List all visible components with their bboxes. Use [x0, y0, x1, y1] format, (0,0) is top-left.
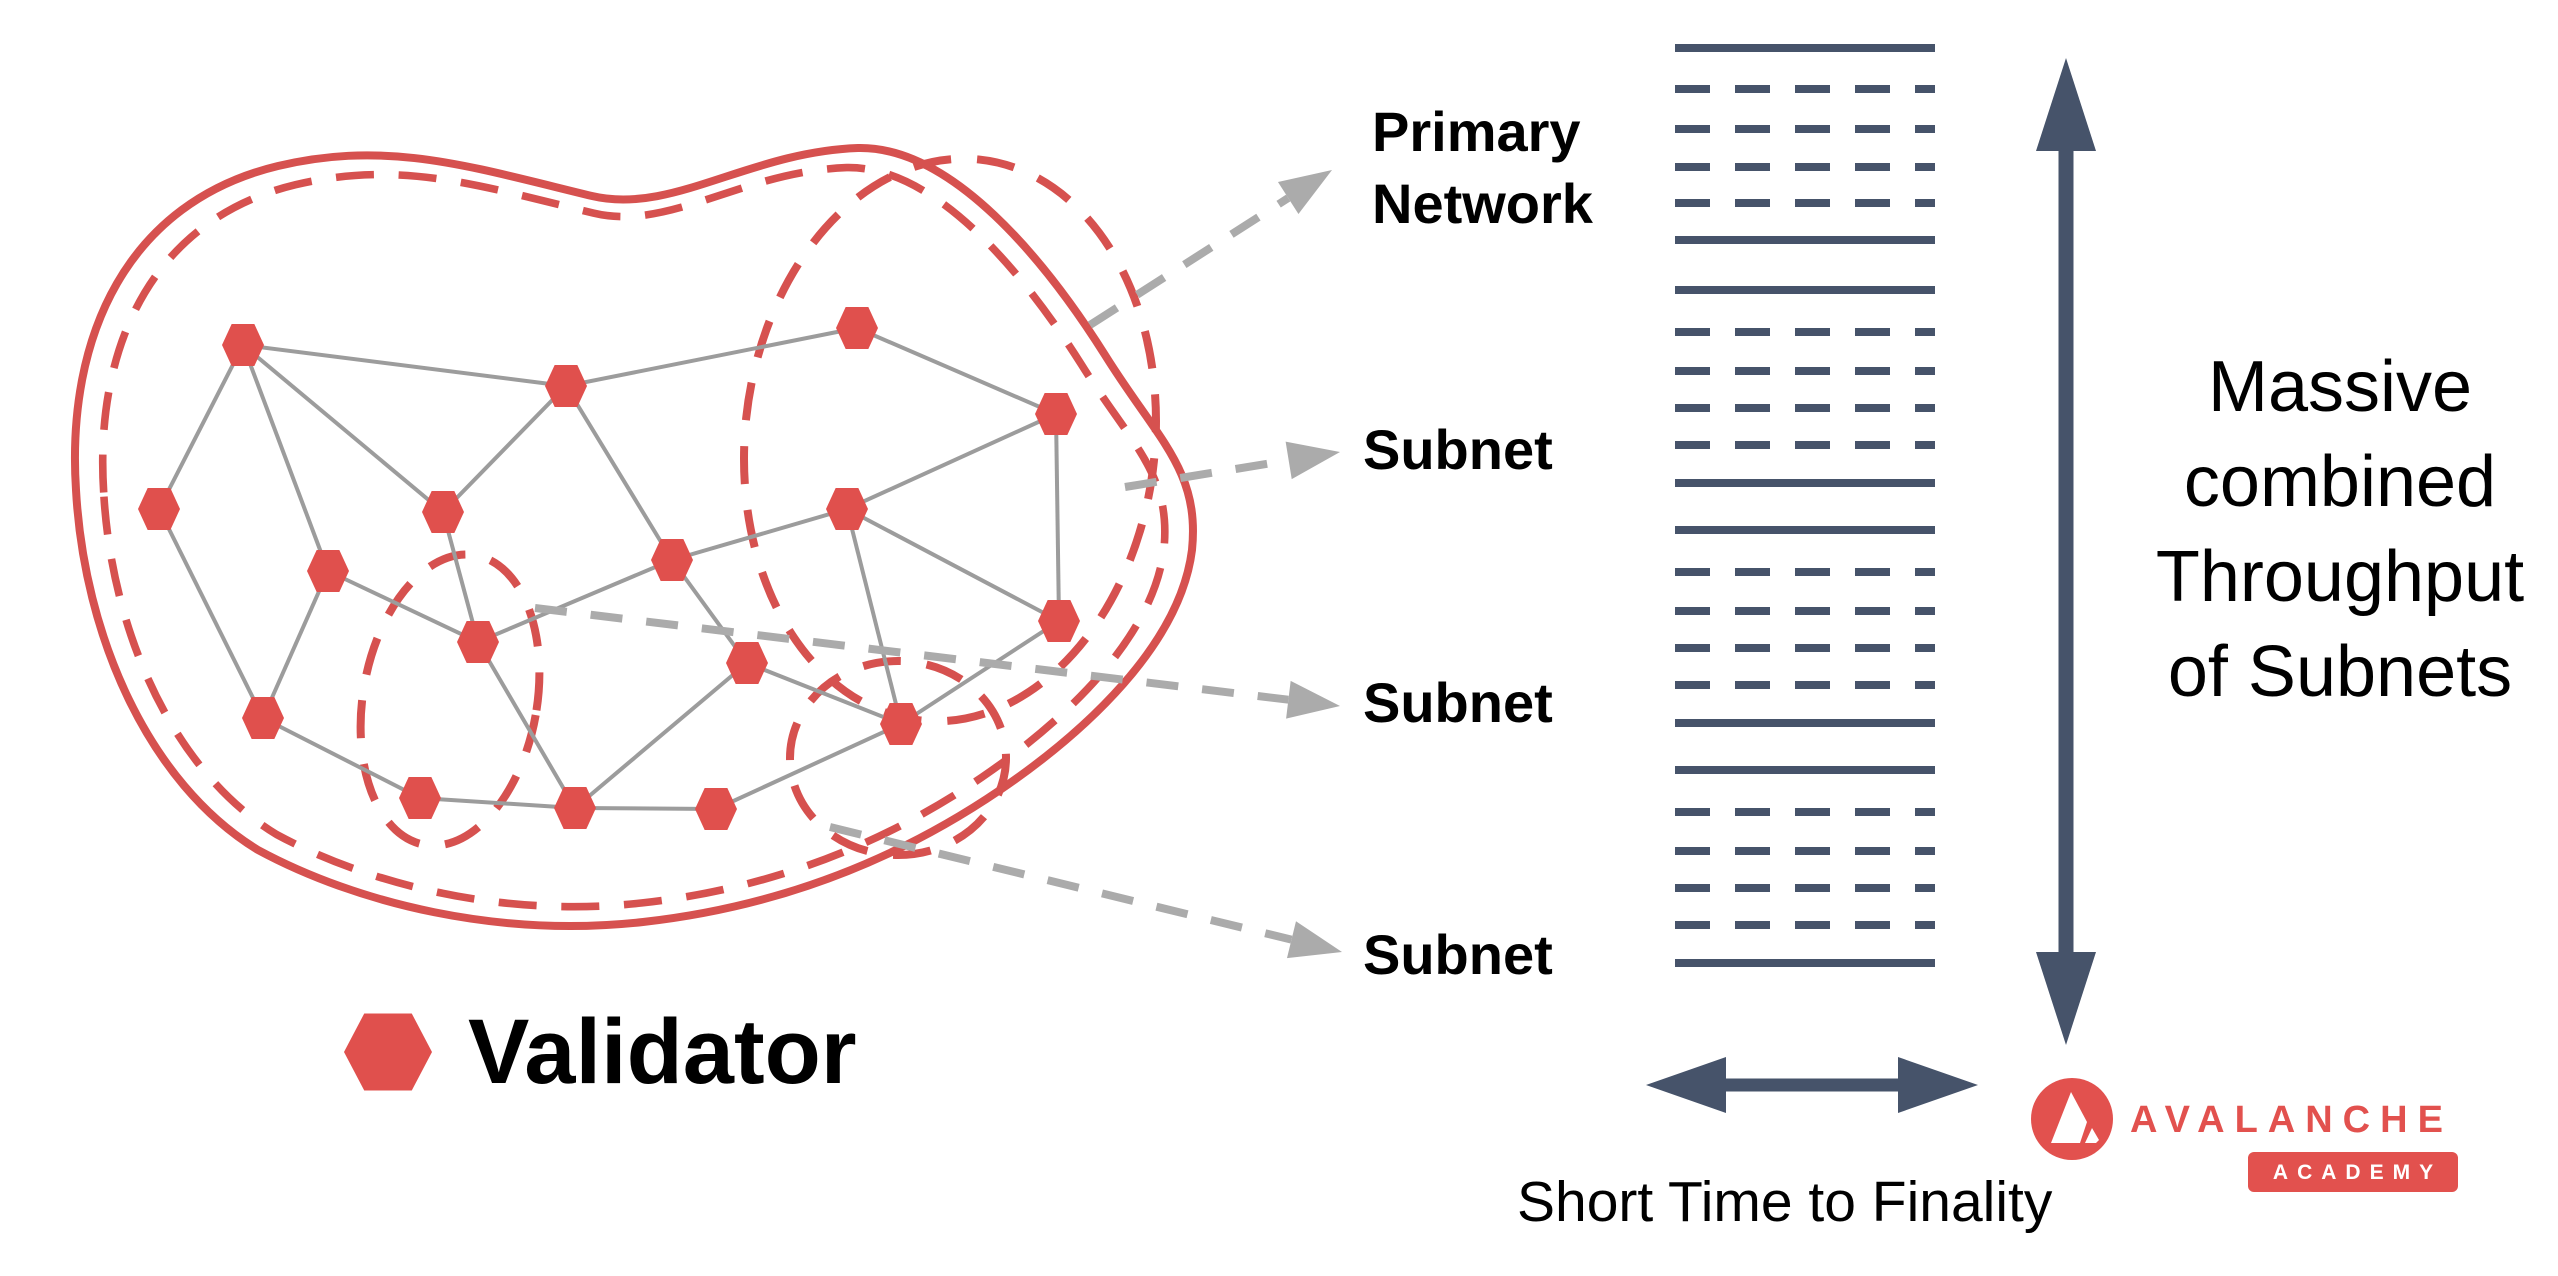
validator-node [826, 488, 868, 530]
validator-node [399, 777, 441, 819]
network-edge [242, 343, 567, 388]
subnet-pointer-arrowhead [1286, 921, 1342, 959]
primary-network-line1: Primary [1372, 100, 1581, 163]
network-edge [856, 326, 1057, 416]
network-edge [476, 640, 577, 810]
network-edge [441, 511, 480, 643]
subnet-label-1: Subnet [1363, 418, 1553, 481]
validator-node [1038, 600, 1080, 642]
primary-network-boundary [71, 143, 1197, 930]
validator-node [242, 697, 284, 739]
validator-node [545, 365, 587, 407]
subnet-pointer-arrowhead [1286, 680, 1340, 719]
network-edge [746, 661, 902, 726]
primary-network-label: Primary Network [1372, 96, 1593, 240]
subnet-pointer-arrow [829, 823, 1293, 944]
network-edge [157, 344, 245, 510]
finality-label: Short Time to Finality [1517, 1170, 2053, 1234]
validator-node [307, 550, 349, 592]
validator-legend-label: Validator [468, 1001, 857, 1103]
validator-legend-icon [344, 1013, 432, 1091]
network-edge [715, 722, 902, 811]
subnet-pointer-arrow [534, 604, 1289, 704]
subnet-pointer-arrow [1087, 194, 1291, 329]
finality-arrow-head-left [1646, 1057, 1726, 1113]
subnet-pointer-arrowhead [1277, 170, 1332, 215]
subnet-label-2: Subnet [1363, 671, 1553, 734]
network-edge [671, 507, 848, 562]
avalanche-wordmark: AVALANCHE [2130, 1099, 2453, 1141]
subnet-ellipse-3 [786, 657, 1010, 859]
validator-node [554, 787, 596, 829]
academy-badge: ACADEMY [2248, 1152, 2458, 1192]
subnet-pointer-arrow [1124, 456, 1290, 491]
network-edge [261, 570, 330, 719]
network-edge [574, 806, 717, 811]
validator-node [651, 539, 693, 581]
primary-network-dashed-boundary [99, 163, 1169, 911]
validator-node [138, 488, 180, 530]
avalanche-logo-peak [2051, 1092, 2087, 1143]
validator-node [836, 307, 878, 349]
validator-node [880, 703, 922, 745]
network-edge [564, 384, 674, 562]
throughput-line1: Massive [2207, 347, 2473, 427]
network-edge [565, 326, 858, 388]
network-edge [441, 384, 568, 514]
subnet-ellipse-1 [740, 154, 1160, 726]
network-edge [157, 508, 265, 719]
network-edge [477, 558, 673, 644]
network-edge [899, 619, 1061, 726]
network-edge [846, 412, 1057, 511]
network-edge [241, 343, 445, 514]
throughput-line2: combined [2183, 442, 2497, 522]
subnet-pointer-arrowhead [1285, 441, 1340, 480]
network-edge [327, 569, 479, 644]
subnet-label-3: Subnet [1363, 923, 1553, 986]
subnet-ellipse-2 [356, 550, 544, 850]
throughput-arrow-head-down [2036, 952, 2096, 1045]
finality-arrow-head-right [1898, 1057, 1978, 1113]
avalanche-logo-slash [2085, 1128, 2099, 1143]
network-edge [846, 507, 1060, 623]
validator-node [726, 642, 768, 684]
network-edge [262, 716, 421, 800]
validator-node [422, 491, 464, 533]
network-edge [1054, 413, 1061, 622]
validator-node [1035, 393, 1077, 435]
throughput-line4: of Subnets [2167, 632, 2513, 712]
throughput-line3: Throughput [2155, 537, 2525, 617]
validator-node [457, 621, 499, 663]
throughput-arrow-head-up [2036, 58, 2096, 151]
throughput-label: Massive combined Throughput of Subnets [2120, 340, 2558, 720]
network-edge [241, 344, 330, 572]
validator-node [222, 324, 264, 366]
network-edge [845, 508, 903, 725]
network-edge [573, 661, 749, 810]
primary-network-line2: Network [1372, 172, 1593, 235]
network-edge [419, 796, 576, 810]
validator-node [695, 788, 737, 830]
